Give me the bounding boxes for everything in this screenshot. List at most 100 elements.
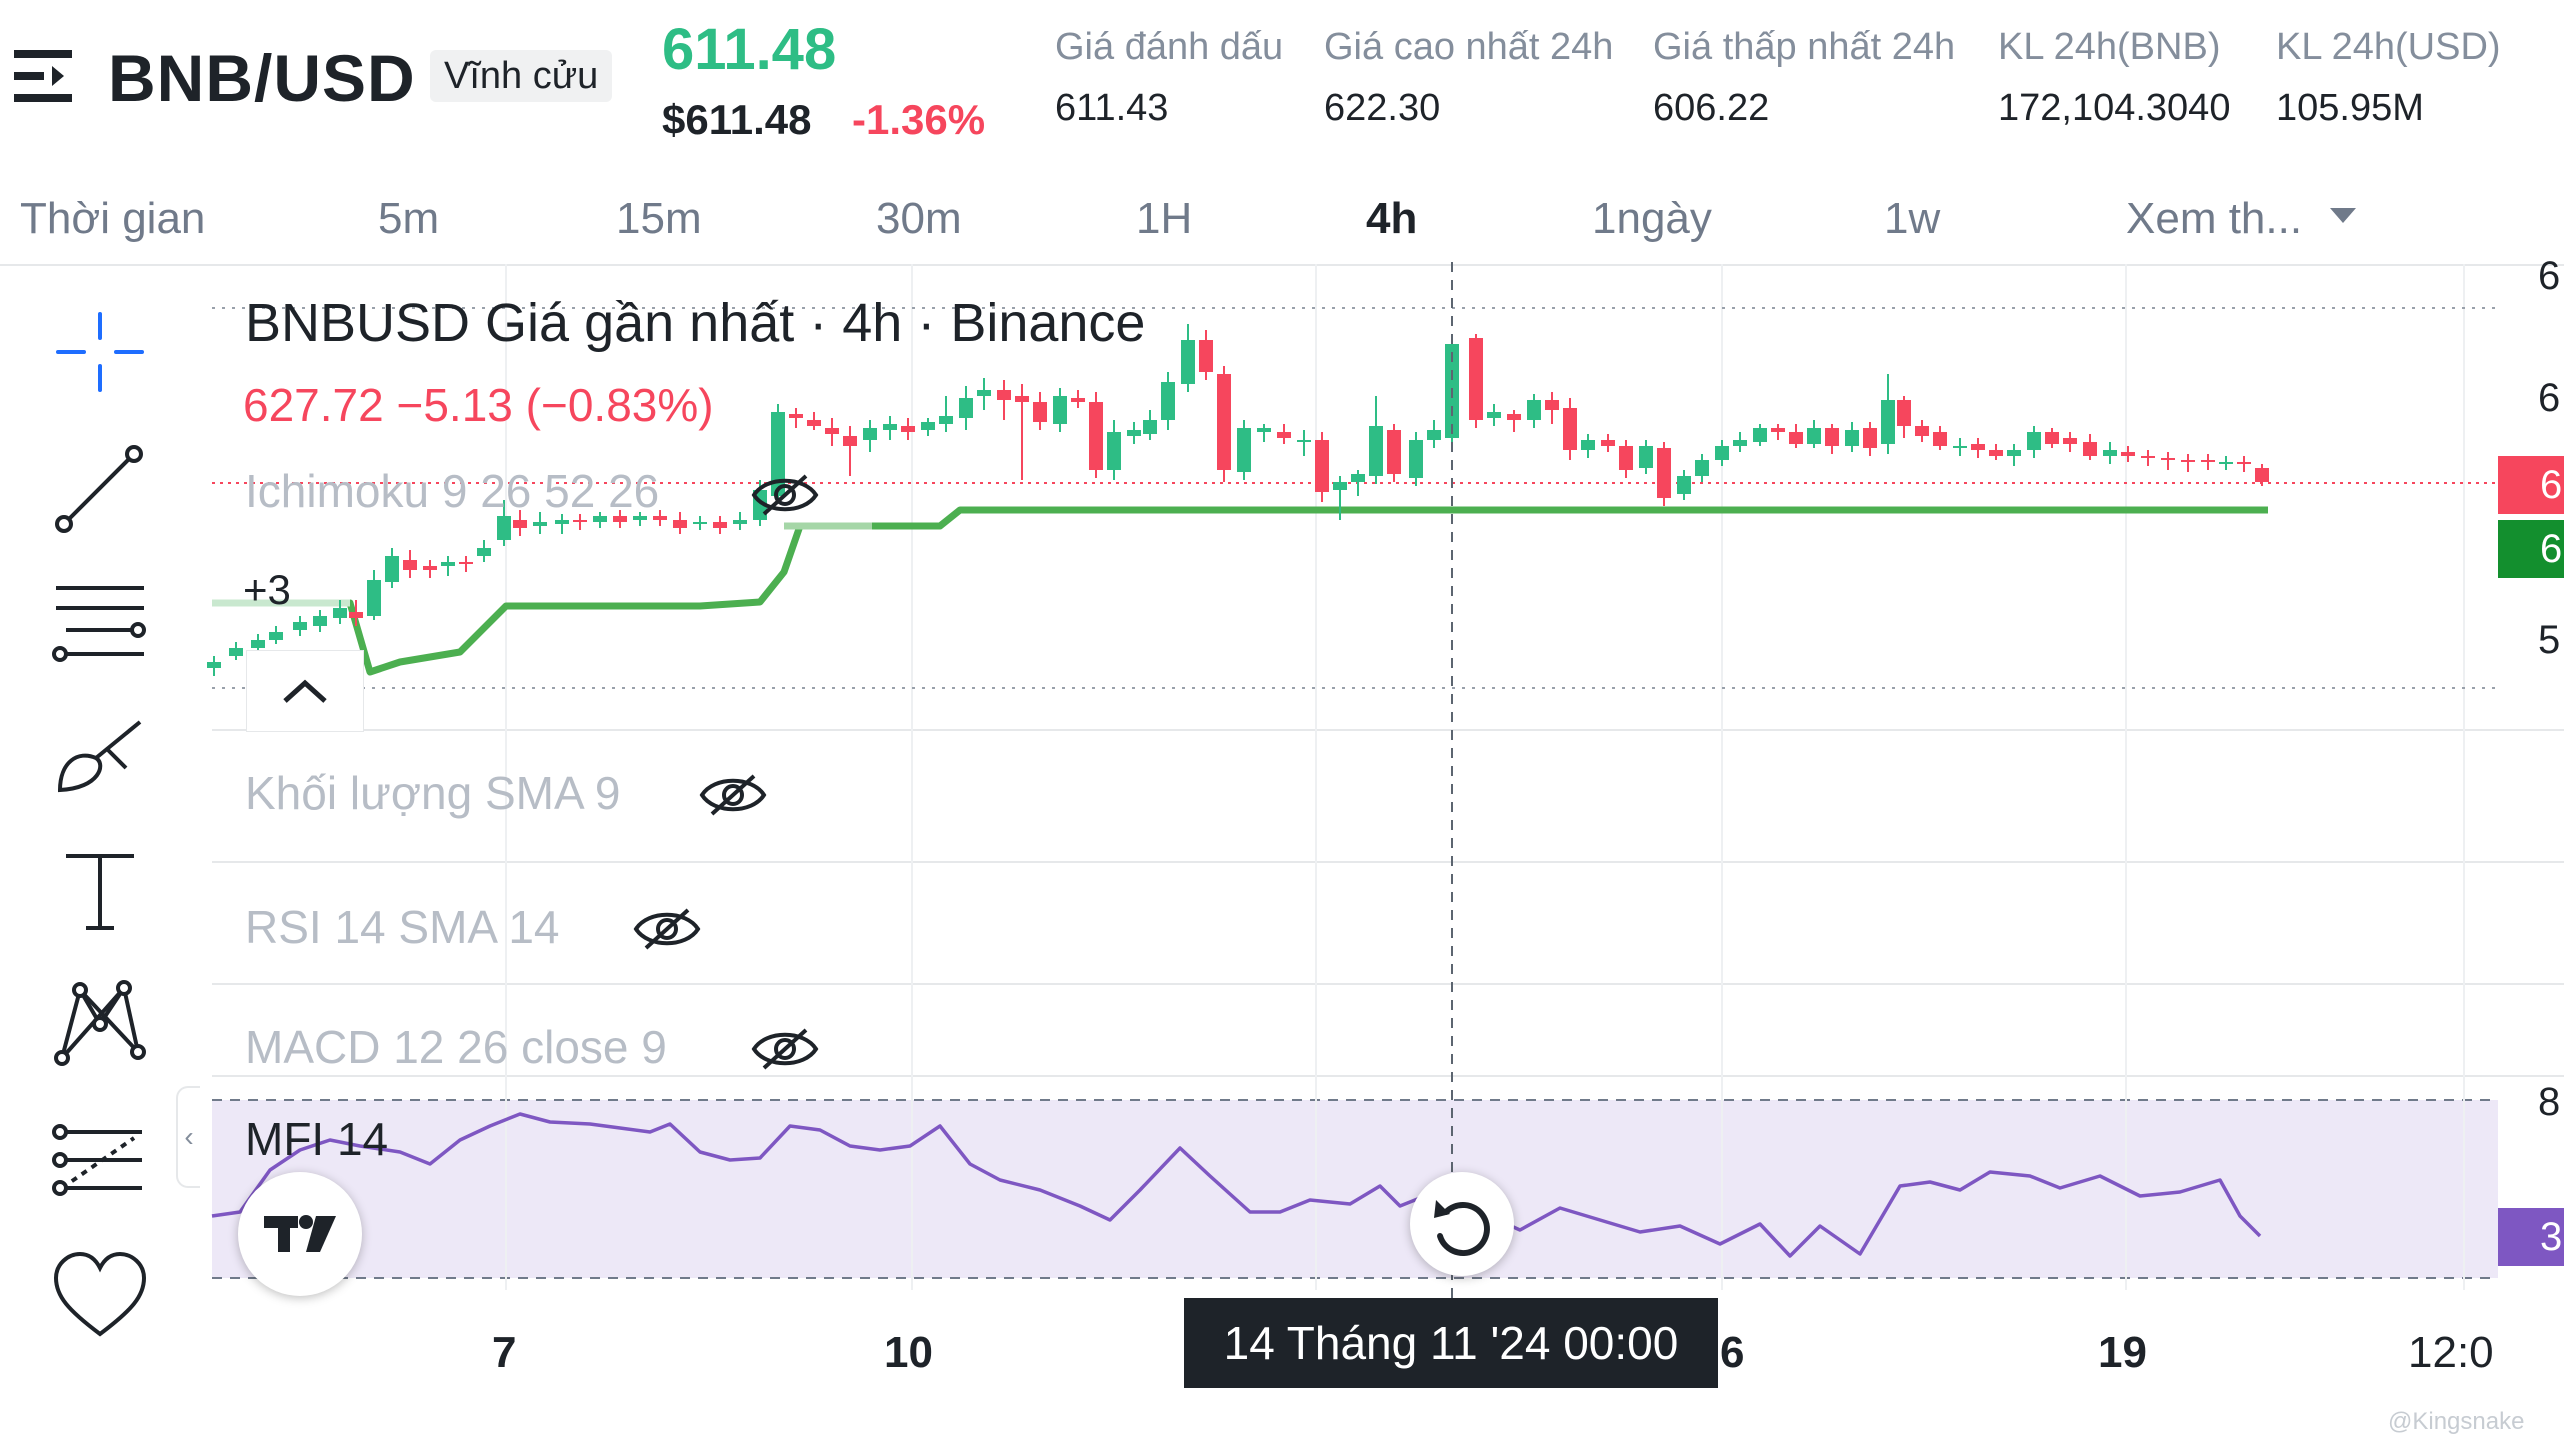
mfi-band: [212, 1100, 2498, 1278]
pattern-icon[interactable]: [48, 968, 152, 1072]
candle-body: [1427, 430, 1441, 440]
text-icon[interactable]: [48, 838, 152, 942]
brush-icon[interactable]: [48, 702, 152, 806]
tab-more[interactable]: Xem th...: [2126, 194, 2303, 243]
candle-body: [513, 520, 527, 528]
candle-body: [939, 416, 953, 424]
ichimoku-kijun-line: [212, 506, 2268, 676]
candle-body: [2045, 432, 2059, 444]
candle-body: [229, 648, 243, 656]
tab-4h[interactable]: 4h: [1366, 194, 1418, 243]
tab-1h[interactable]: 1H: [1136, 194, 1193, 243]
candle-body: [1619, 446, 1633, 470]
candle-body: [367, 580, 381, 616]
tab-30m[interactable]: 30m: [876, 194, 962, 243]
stat-24h-low: Giá thấp nhất 24h 606.22: [1653, 26, 1955, 130]
tab-1day[interactable]: 1ngày: [1592, 194, 1712, 243]
mfi-pane-label[interactable]: MFI 14: [245, 1113, 389, 1165]
timeframe-bar: Thời gian 5m 15m 30m 1H 4h 1ngày 1w Xem …: [0, 180, 2564, 266]
trendline-icon[interactable]: [48, 434, 152, 538]
candle-body: [1733, 440, 1747, 446]
candle-body: [251, 640, 265, 648]
candle-body: [2083, 442, 2097, 456]
candle-body: [771, 412, 785, 496]
candle-body: [313, 616, 327, 626]
candle-body: [1053, 396, 1067, 424]
eye-off-icon[interactable]: [750, 1024, 820, 1074]
mfi-axis-label: 8: [2538, 1080, 2561, 1124]
chevron-down-icon[interactable]: [2330, 208, 2356, 223]
favorite-icon[interactable]: [48, 1244, 152, 1348]
stat-24h-volume-usd: KL 24h(USD) 105.95M: [2276, 26, 2501, 130]
tradingview-logo[interactable]: [238, 1172, 362, 1296]
candle-body: [1753, 428, 1767, 442]
ichimoku-label[interactable]: Ichimoku 9 26 52 26: [245, 465, 660, 517]
candle-body: [1807, 428, 1821, 444]
candle-body: [497, 516, 511, 540]
candle-body: [2201, 460, 2215, 462]
eye-off-icon[interactable]: [632, 904, 702, 954]
mfi-line: [211, 1112, 2262, 1258]
stat-value: 105.95M: [2276, 87, 2424, 129]
candle-body: [1677, 476, 1691, 494]
candle-body: [1071, 398, 1085, 402]
side-panel-tab[interactable]: ‹: [176, 1086, 200, 1188]
rsi-pane-label[interactable]: RSI 14 SMA 14: [245, 901, 560, 953]
pair-symbol[interactable]: BNB/USD: [108, 41, 416, 115]
watermark: @Kingsnake: [2388, 1408, 2525, 1435]
header: BNB/USD Vĩnh cửu 611.48 $611.48 -1.36% G…: [0, 0, 2564, 175]
candle-body: [633, 516, 647, 520]
collapse-legend-button[interactable]: [246, 650, 364, 732]
candle-body: [1527, 400, 1541, 420]
tab-15m[interactable]: 15m: [616, 194, 702, 243]
eye-off-icon[interactable]: [698, 770, 768, 820]
candle-body: [1277, 432, 1291, 438]
chart-legend-values: 627.72 −5.13 (−0.83%): [243, 379, 714, 431]
candle-body: [593, 516, 607, 522]
candle-body: [1089, 402, 1103, 470]
macd-pane-label[interactable]: MACD 12 26 close 9: [245, 1021, 667, 1073]
fib-lines-icon[interactable]: [48, 568, 152, 672]
stat-value: 611.43: [1055, 87, 1169, 129]
candle-body: [1257, 428, 1271, 432]
candle-body: [733, 520, 747, 524]
time-axis-label: 12:0: [2408, 1328, 2494, 1377]
menu-icon[interactable]: [14, 48, 78, 104]
stat-label: Giá thấp nhất 24h: [1653, 26, 1956, 68]
candle-body: [459, 562, 473, 564]
candle-body: [207, 662, 221, 668]
candle-body: [1315, 440, 1329, 492]
hidden-indicators-count[interactable]: +3: [243, 566, 291, 613]
crosshair-icon[interactable]: [48, 300, 152, 404]
candle-body: [1143, 420, 1157, 434]
tradingview-logo-icon: [264, 1215, 336, 1252]
stat-label: KL 24h(BNB): [1998, 26, 2221, 68]
eye-off-icon[interactable]: [750, 470, 820, 520]
candle-body: [1695, 460, 1709, 476]
time-axis-label: 7: [492, 1328, 517, 1377]
candle-body: [333, 608, 347, 618]
candle-body: [1217, 374, 1231, 470]
volume-pane-label[interactable]: Khối lượng SMA 9: [245, 767, 621, 819]
stat-mark-price: Giá đánh dấu 611.43: [1055, 26, 1283, 130]
chevron-up-icon: [283, 679, 327, 703]
candle-body: [1581, 440, 1595, 450]
candle-body: [713, 522, 727, 528]
candle-body: [533, 522, 547, 526]
tab-1w[interactable]: 1w: [1884, 194, 1941, 243]
candle-body: [1015, 396, 1029, 402]
mfi-value-tag: 3: [2498, 1208, 2564, 1266]
candle-body: [1715, 446, 1729, 460]
tab-5m[interactable]: 5m: [378, 194, 440, 243]
timeframe-label: Thời gian: [20, 194, 206, 243]
reset-chart-button[interactable]: [1410, 1172, 1514, 1276]
stat-24h-volume-bnb: KL 24h(BNB) 172,104.3040: [1998, 26, 2230, 130]
time-axis-label: 6: [1720, 1328, 1745, 1377]
candle-body: [2007, 450, 2021, 456]
candle-body: [573, 520, 587, 522]
candle-body: [977, 390, 991, 396]
candle-body: [1881, 400, 1895, 444]
forecast-icon[interactable]: [48, 1108, 152, 1212]
candle-body: [1971, 444, 1985, 450]
